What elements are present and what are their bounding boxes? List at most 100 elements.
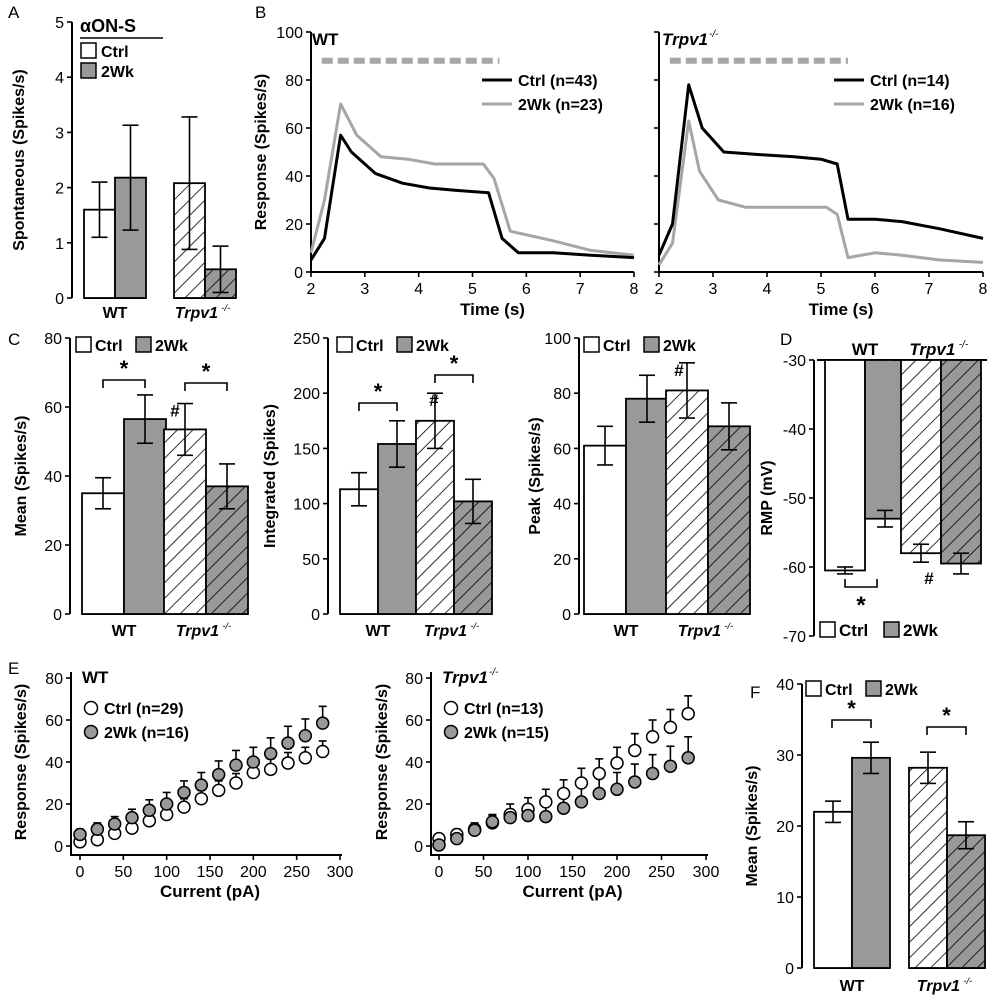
chart-c-mean-group-label: Trpv1 [176,623,219,640]
chart-f-y-tick-label: 30 [776,748,794,765]
trace-2wk [309,102,635,257]
bar-ctrl-trpv1 [900,359,942,555]
chart-e-trpv1-y-tick-label: 20 [405,797,423,814]
bar-2wk-trpv1 [946,834,986,969]
bar-2wk-wt [123,418,167,615]
chart-b-trpv1-x-tick-label: 3 [709,281,718,298]
chart-a-group-label-sup: -/- [221,303,230,314]
point-2wk [485,815,500,829]
point-2wk [610,782,624,797]
chart-e-wt-x-tick-label: 0 [76,864,85,881]
panel-label-d: D [780,330,792,349]
chart-a-group-label: WT [103,305,128,322]
chart-c-int-hash: # [429,391,439,410]
chart-b-trpv1-label: Trpv1 -/- [662,29,719,49]
point-2wk [645,766,660,781]
chart-c-int-sig-wt [358,402,398,411]
legend-ctrl-label: Ctrl [101,44,129,61]
point-2wk [681,751,695,765]
point-ctrl [663,720,678,735]
legend-2wk-marker [443,724,459,740]
point-ctrl [298,751,313,765]
chart-c-peak-hash: # [674,361,684,380]
chart-c-int-legend-ctrl-swatch [336,336,353,353]
bar-ctrl-wt [81,492,125,615]
chart-c-mean-legend-2wk-label: 2Wk [155,338,188,355]
point-2wk [467,823,482,837]
point-ctrl [610,756,624,770]
chart-e-trpv1-x-tick-label: 50 [475,864,493,881]
chart-d-legend-ctrl-label: Ctrl [839,621,868,640]
trace-ctrl [657,83,984,256]
chart-e-trpv1-x-tick-label: 200 [604,864,631,881]
chart-d-group-label: Trpv1 [909,340,955,359]
point-2wk [432,838,446,852]
chart-e-wt-y-tick-label: 80 [45,671,63,688]
chart-b-wt-ylabel: Response (Spikes/s) [253,74,270,231]
chart-e-wt-y-tick-label: 60 [45,713,63,730]
chart-b-wt-x-tick-label: 4 [414,281,423,298]
chart-b-wt-x-tick-label: 7 [576,281,585,298]
point-2wk [574,795,589,809]
chart-c-peak-y-tick-label: 40 [553,497,571,514]
chart-c-mean-sig-trpv1-star: * [202,359,211,384]
chart-c-int-sig-trpv1-star: * [450,351,459,376]
chart-c-mean-legend-ctrl-label: Ctrl [95,338,123,355]
chart-c-peak-y-tick-label: 100 [544,331,571,348]
point-2wk [263,746,278,761]
chart-c-mean-ylabel: Mean (Spikes/s) [13,416,30,537]
legend-ctrl-marker [83,700,99,716]
point-2wk [503,810,517,825]
chart-f-legend-ctrl-swatch [805,680,822,697]
chart-c-int-legend-2wk-swatch [396,336,413,353]
point-2wk [159,797,174,811]
point-ctrl [556,786,571,801]
point-ctrl [681,706,695,721]
legend-ctrl-swatch [80,42,97,59]
chart-b-wt-x-tick-label: 6 [522,281,531,298]
point-2wk [450,831,464,846]
panel-label-b: B [255,3,266,22]
chart-b-wt-y-tick-label: 40 [285,169,303,186]
legend-2wk-marker [83,724,99,740]
chart-a-y-tick-label: 5 [55,15,64,32]
chart-c-int-y-tick-label: 50 [302,552,320,569]
chart-b-wt-y-tick-label: 60 [285,121,303,138]
chart-c-mean-y-tick-label: 0 [53,607,62,624]
bar-2wk-wt [864,359,906,520]
point-2wk [281,736,295,750]
chart-b-wt-x-tick-label: 5 [468,281,477,298]
chart-c-peak-legend-ctrl-swatch [583,336,600,353]
point-2wk [315,716,330,730]
chart-c-peak-group-label: Trpv1 [678,623,721,640]
chart-c-mean-legend-2wk-swatch [135,336,152,353]
chart-b-trpv1-x-tick-label: 4 [763,281,772,298]
chart-b-wt-x-tick-label: 8 [630,281,639,298]
chart-c-peak-group-label: WT [614,623,639,640]
chart-b-trpv1-x-tick-label: 8 [979,281,988,298]
point-ctrl [229,776,243,790]
chart-e-wt-xlabel: Current (pA) [160,882,260,901]
chart-a-y-tick-label: 0 [55,291,64,308]
bar-ctrl-trpv1 [665,389,709,615]
chart-c-peak-y-tick-label: 0 [562,607,571,624]
point-2wk [556,801,571,815]
chart-c-mean-y-tick-label: 20 [44,538,62,555]
point-2wk [211,767,226,782]
chart-f-y-tick-label: 20 [776,819,794,836]
chart-f-sig-trpv1-star: * [942,703,951,728]
chart-a-y-tick-label: 3 [55,125,64,142]
point-ctrl [315,744,330,759]
chart-a-legend: Ctrl 2Wk [80,42,134,81]
point-2wk [628,775,642,789]
chart-b-wt-y-tick-label: 100 [276,25,303,42]
chart-e-trpv1-y-tick-label: 60 [405,713,423,730]
chart-f-sig-trpv1 [926,726,967,735]
chart-d-legend-ctrl-swatch [819,621,836,638]
chart-f-legend-ctrl-label: Ctrl [825,682,853,699]
bar-2wk-wt [377,443,417,615]
bar-2wk-trpv1 [940,359,982,565]
chart-b-wt-y-tick-label: 80 [285,73,303,90]
bar-ctrl-wt [824,359,866,572]
point-ctrl [194,792,209,806]
